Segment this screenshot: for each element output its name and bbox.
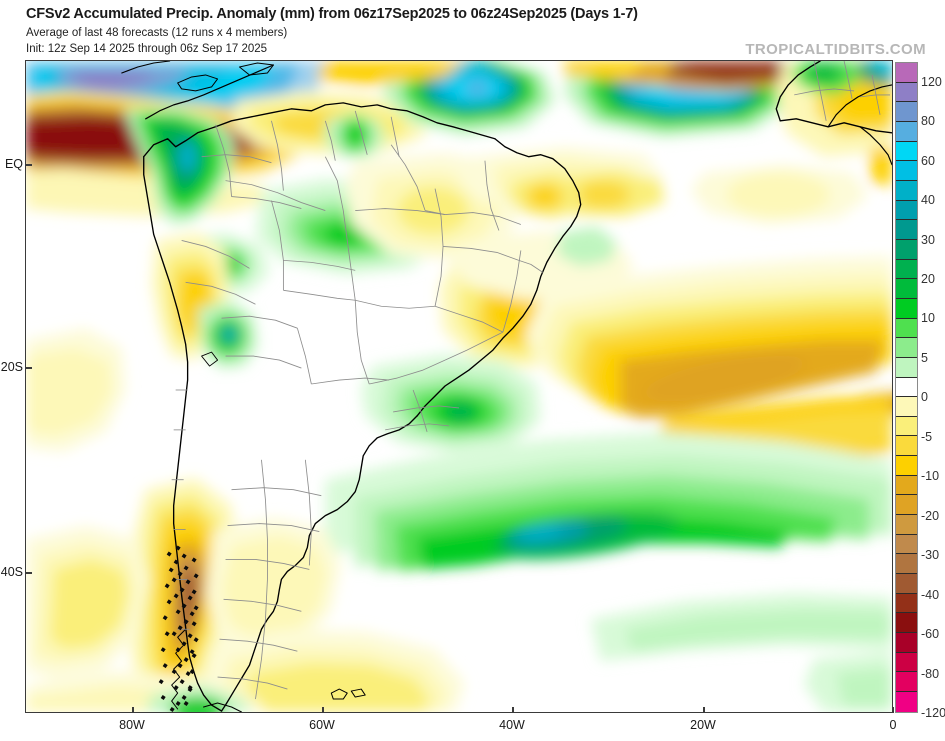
colorbar-band [896, 515, 917, 535]
colorbar-band [896, 593, 917, 614]
map-political-borders [171, 61, 891, 700]
lon-tick-80w [132, 707, 134, 713]
lat-label-eq: EQ [4, 157, 23, 171]
colorbar-tick-label: 40 [921, 193, 935, 208]
colorbar-band [896, 377, 917, 398]
colorbar-tick-label: -80 [921, 666, 940, 681]
colorbar-band [896, 200, 917, 221]
colorbar-band [896, 456, 917, 476]
colorbar-tick-label: -30 [921, 548, 940, 563]
lon-label-20w: 20W [690, 718, 716, 732]
colorbar-band [896, 63, 917, 83]
lat-tick-eq [26, 164, 32, 166]
colorbar-band [896, 141, 917, 162]
colorbar-tick-label: 80 [921, 114, 935, 129]
lat-tick-20s [26, 367, 32, 369]
lon-tick-0 [892, 707, 894, 713]
anomaly-shading [26, 61, 892, 712]
map-frame[interactable] [25, 60, 893, 713]
colorbar-tick-label: 30 [921, 232, 935, 247]
colorbar-band [896, 436, 917, 457]
colorbar-band [896, 652, 917, 673]
lat-tick-40s [26, 572, 32, 574]
precip-anomaly-map-canvas [26, 61, 892, 712]
lon-label-40w: 40W [499, 718, 525, 732]
page-title: CFSv2 Accumulated Precip. Anomaly (mm) f… [26, 6, 638, 22]
colorbar-band [896, 574, 917, 594]
colorbar-band [896, 692, 917, 712]
colorbar-band [896, 534, 917, 555]
colorbar-tick-label: 20 [921, 272, 935, 286]
colorbar-tick-label: 10 [921, 311, 935, 326]
colorbar-band [896, 220, 917, 240]
colorbar-band [896, 259, 917, 280]
colorbar-tick-label: -40 [921, 587, 940, 602]
colorbar-band [896, 180, 917, 201]
colorbar-band [896, 279, 917, 299]
colorbar-tick-label: -60 [921, 627, 940, 642]
colorbar-band [896, 475, 917, 496]
lon-label-60w: 60W [309, 718, 335, 732]
colorbar-tick-label: 120 [921, 74, 942, 89]
subtitle-average: Average of last 48 forecasts (12 runs x … [26, 27, 288, 39]
colorbar-tick-label: 5 [921, 350, 928, 365]
colorbar-tick-label: -5 [921, 429, 933, 444]
colorbar-tick-label: -120 [921, 706, 945, 720]
colorbar-tick-label: -10 [921, 469, 940, 484]
colorbar-band [896, 633, 917, 653]
lon-label-0: 0 [889, 718, 897, 732]
lon-label-80w: 80W [119, 718, 145, 732]
colorbar-band [896, 102, 917, 122]
colorbar-tick-label: -20 [921, 508, 940, 523]
colorbar-band [896, 239, 917, 260]
colorbar [895, 62, 918, 713]
andes-terrain-speckle [158, 545, 199, 712]
lon-tick-40w [512, 707, 514, 713]
colorbar-band [896, 397, 917, 417]
colorbar-band [896, 121, 917, 142]
colorbar-band [896, 298, 917, 319]
colorbar-band [896, 554, 917, 575]
colorbar-band [896, 672, 917, 692]
lat-label-20s: 20S [0, 360, 23, 374]
subtitle-init: Init: 12z Sep 14 2025 through 06z Sep 17… [26, 43, 268, 55]
colorbar-band [896, 161, 917, 181]
colorbar-band [896, 495, 917, 516]
colorbar-band [896, 318, 917, 339]
lon-tick-20w [703, 707, 705, 713]
lon-tick-60w [322, 707, 324, 713]
colorbar-band [896, 416, 917, 437]
colorbar-band [896, 338, 917, 358]
colorbar-band [896, 357, 917, 378]
lat-label-40s: 40S [0, 565, 23, 579]
colorbar-band [896, 82, 917, 103]
map-coastlines [121, 61, 892, 712]
colorbar-tick-label: 0 [921, 390, 928, 405]
site-watermark: TROPICALTIDBITS.COM [745, 41, 926, 58]
colorbar-band [896, 613, 917, 634]
colorbar-tick-label: 60 [921, 153, 935, 168]
